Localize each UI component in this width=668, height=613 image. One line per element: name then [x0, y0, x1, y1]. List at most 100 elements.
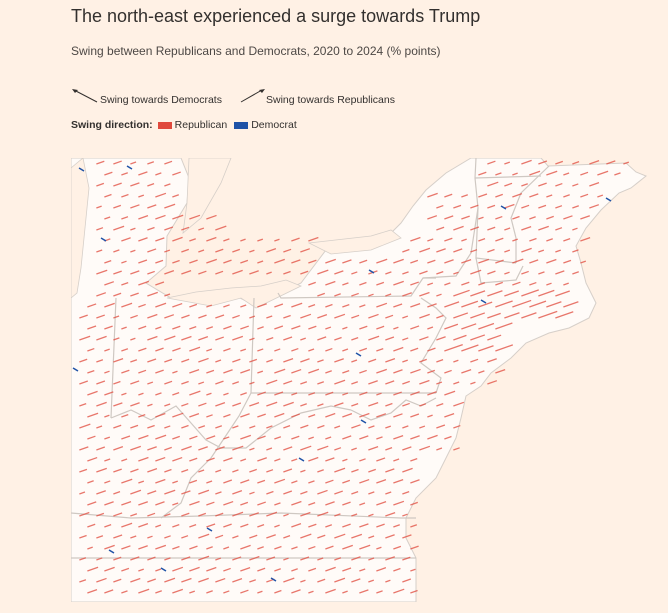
republican-swing-arrow	[206, 236, 217, 242]
republican-swing-arrow	[104, 391, 114, 396]
republican-swing-arrow	[555, 160, 564, 165]
republican-swing-arrow	[215, 314, 225, 319]
republican-swing-arrow	[453, 225, 464, 231]
republican-swing-arrow	[240, 544, 251, 550]
republican-swing-arrow	[155, 369, 164, 374]
republican-swing-arrow	[274, 524, 280, 528]
republican-swing-arrow	[461, 344, 479, 352]
republican-swing-arrow	[444, 435, 452, 440]
republican-swing-arrow	[130, 270, 140, 275]
republican-swing-arrow	[308, 414, 316, 418]
republican-swing-arrow	[96, 269, 108, 275]
republican-swing-arrow	[113, 182, 122, 187]
republican-swing-arrow	[478, 322, 495, 330]
republican-swing-arrow	[198, 357, 209, 363]
republican-swing-arrow	[147, 468, 158, 473]
republican-swing-arrow	[104, 193, 112, 198]
republican-swing-arrow	[113, 249, 120, 253]
republican-swing-arrow	[104, 458, 111, 462]
republican-swing-arrow	[393, 524, 400, 528]
republican-swing-arrow	[317, 469, 324, 473]
democrat-swatch	[234, 121, 249, 129]
republican-swing-arrow	[155, 326, 162, 330]
republican-swing-arrow	[274, 545, 282, 550]
republican-swing-arrow	[589, 182, 600, 187]
republican-swing-arrow	[410, 347, 419, 352]
republican-swing-arrow	[291, 458, 298, 462]
republican-swing-arrow	[206, 501, 215, 506]
republican-swing-arrow	[104, 414, 110, 418]
republican-swing-arrow	[470, 249, 478, 253]
republican-swing-arrow	[198, 577, 209, 583]
republican-swing-arrow	[232, 381, 240, 385]
republican-swing-arrow	[563, 282, 569, 286]
republican-swing-arrow	[512, 238, 518, 242]
republican-swing-arrow	[130, 402, 140, 407]
republican-swing-arrow	[172, 325, 181, 330]
republican-swing-arrow	[512, 299, 532, 308]
republican-swing-arrow	[257, 546, 264, 550]
republican-swing-arrow	[334, 533, 346, 539]
republican-swing-arrow	[96, 160, 105, 165]
republican-swing-arrow	[96, 335, 107, 341]
republican-swing-arrow	[121, 458, 128, 462]
republican-swing-arrow	[291, 237, 300, 242]
republican-swing-arrow	[368, 491, 375, 495]
republican-swing-arrow	[232, 511, 244, 517]
republican-swing-arrow	[521, 289, 539, 297]
republican-swing-arrow	[138, 480, 145, 484]
republican-swing-arrow	[206, 435, 216, 440]
republican-swing-arrow	[444, 323, 459, 330]
republican-swing-arrow	[164, 403, 171, 407]
republican-swing-arrow	[138, 194, 145, 198]
republican-swing-arrow	[436, 447, 443, 451]
republican-swing-arrow	[79, 534, 87, 539]
republican-swing-arrow	[257, 567, 266, 572]
republican-swing-arrow	[181, 556, 191, 561]
republican-swing-arrow	[393, 280, 404, 286]
republican-swing-arrow	[223, 369, 233, 374]
republican-swing-arrow	[368, 313, 379, 319]
republican-swing-arrow	[223, 590, 230, 594]
republican-swing-arrow	[419, 425, 426, 429]
republican-swing-arrow	[470, 334, 486, 341]
republican-swing-arrow	[181, 358, 190, 363]
republican-swing-arrow	[96, 249, 103, 253]
republican-swing-arrow	[410, 259, 419, 264]
republican-swing-arrow	[249, 534, 258, 539]
republican-swing-arrow	[427, 238, 434, 242]
republican-swing-arrow	[257, 524, 265, 528]
republican-swing-arrow	[240, 501, 249, 506]
republican-swing-arrow	[138, 325, 147, 330]
republican-swing-arrow	[274, 325, 284, 330]
republican-swing-arrow	[266, 271, 272, 275]
republican-swing-arrow	[138, 523, 149, 528]
republican-swing-arrow	[215, 248, 224, 253]
republican-swing-arrow	[283, 535, 291, 539]
republican-swing-arrow	[300, 490, 308, 495]
republican-swing-arrow	[147, 424, 155, 429]
republican-swing-arrow	[249, 337, 255, 341]
republican-swing-arrow	[436, 336, 446, 341]
republican-swing-arrow	[325, 412, 336, 418]
republican-swing-arrow	[283, 314, 291, 319]
republican-swing-arrow	[274, 502, 281, 506]
republican-swing-arrow	[274, 568, 281, 572]
republican-swing-arrow	[87, 501, 97, 506]
republican-swing-arrow	[121, 413, 129, 418]
republican-swing-arrow	[325, 436, 332, 440]
republican-swing-arrow	[376, 413, 387, 418]
republican-swing-arrow	[487, 290, 503, 297]
republican-swing-arrow	[538, 182, 547, 187]
republican-swing-arrow	[130, 359, 138, 363]
republican-swing-arrow	[240, 589, 249, 594]
republican-swing-arrow	[487, 160, 496, 165]
republican-swing-arrow	[504, 227, 511, 231]
republican-swing-arrow	[342, 458, 348, 462]
republican-swing-arrow	[555, 227, 563, 231]
republican-swing-arrow	[351, 556, 361, 561]
republican-swing-arrow	[580, 236, 591, 242]
republican-swing-arrow	[376, 436, 383, 440]
republican-swing-arrow	[266, 469, 274, 473]
republican-swing-arrow	[164, 183, 171, 187]
